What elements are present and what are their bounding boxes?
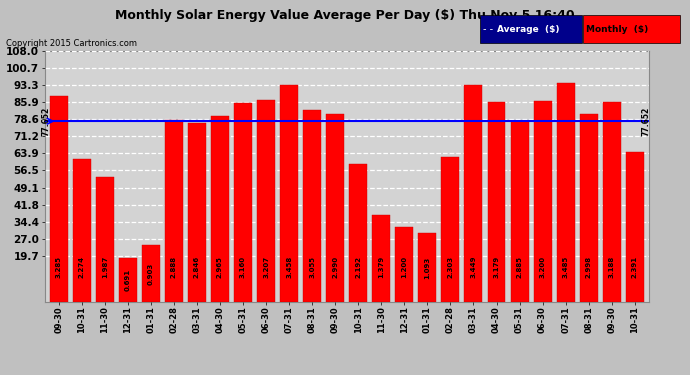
Bar <box>603 102 621 302</box>
Text: 2.391: 2.391 <box>632 256 638 278</box>
Text: 3.179: 3.179 <box>493 256 500 278</box>
Bar <box>373 215 391 302</box>
Bar <box>96 177 114 302</box>
Text: 2.274: 2.274 <box>79 256 85 278</box>
Text: 1.379: 1.379 <box>378 256 384 278</box>
Text: 1.987: 1.987 <box>101 256 108 278</box>
Text: 2.965: 2.965 <box>217 256 223 278</box>
Bar <box>188 123 206 302</box>
Text: 3.188: 3.188 <box>609 256 615 278</box>
Bar <box>119 258 137 302</box>
Bar <box>211 116 229 302</box>
Text: 3.200: 3.200 <box>540 256 546 278</box>
Text: Monthly Solar Energy Value Average Per Day ($) Thu Nov 5 16:40: Monthly Solar Energy Value Average Per D… <box>115 9 575 22</box>
Text: 1.200: 1.200 <box>402 256 407 278</box>
Text: 3.449: 3.449 <box>471 256 477 278</box>
Text: 3.055: 3.055 <box>309 256 315 278</box>
Text: 2.303: 2.303 <box>447 256 453 278</box>
Bar <box>488 102 506 302</box>
Text: 77.652: 77.652 <box>642 106 651 136</box>
Bar <box>142 245 160 302</box>
Bar <box>418 233 436 302</box>
Text: 2.192: 2.192 <box>355 256 362 278</box>
Bar <box>533 101 551 302</box>
Text: 2.998: 2.998 <box>586 256 592 278</box>
Bar <box>511 121 529 302</box>
Text: 2.888: 2.888 <box>171 256 177 278</box>
Bar <box>165 120 183 302</box>
Text: Monthly  ($): Monthly ($) <box>586 25 649 34</box>
Bar <box>50 96 68 302</box>
Bar <box>326 114 344 302</box>
Text: 77.652: 77.652 <box>41 106 50 136</box>
Text: 3.285: 3.285 <box>56 256 61 278</box>
Text: 3.458: 3.458 <box>286 256 292 278</box>
Text: 3.160: 3.160 <box>240 256 246 278</box>
Bar <box>580 114 598 302</box>
Text: 0.691: 0.691 <box>125 269 131 291</box>
Bar <box>303 110 321 302</box>
Bar <box>234 104 252 302</box>
Text: 3.485: 3.485 <box>562 256 569 278</box>
Text: - -: - - <box>483 24 493 34</box>
Text: 2.990: 2.990 <box>332 256 338 278</box>
Bar <box>557 83 575 302</box>
Text: 2.846: 2.846 <box>194 256 200 278</box>
Bar <box>349 164 367 302</box>
Bar <box>626 152 644 302</box>
Bar <box>442 157 460 302</box>
Text: Copyright 2015 Cartronics.com: Copyright 2015 Cartronics.com <box>6 39 137 48</box>
Text: 1.093: 1.093 <box>424 256 431 279</box>
Text: 0.903: 0.903 <box>148 262 154 285</box>
Text: Average  ($): Average ($) <box>497 25 560 34</box>
Bar <box>257 100 275 302</box>
Text: 3.207: 3.207 <box>263 256 269 278</box>
Bar <box>464 85 482 302</box>
Bar <box>280 85 298 302</box>
Text: 2.885: 2.885 <box>517 256 522 278</box>
Bar <box>395 226 413 302</box>
Bar <box>72 159 90 302</box>
